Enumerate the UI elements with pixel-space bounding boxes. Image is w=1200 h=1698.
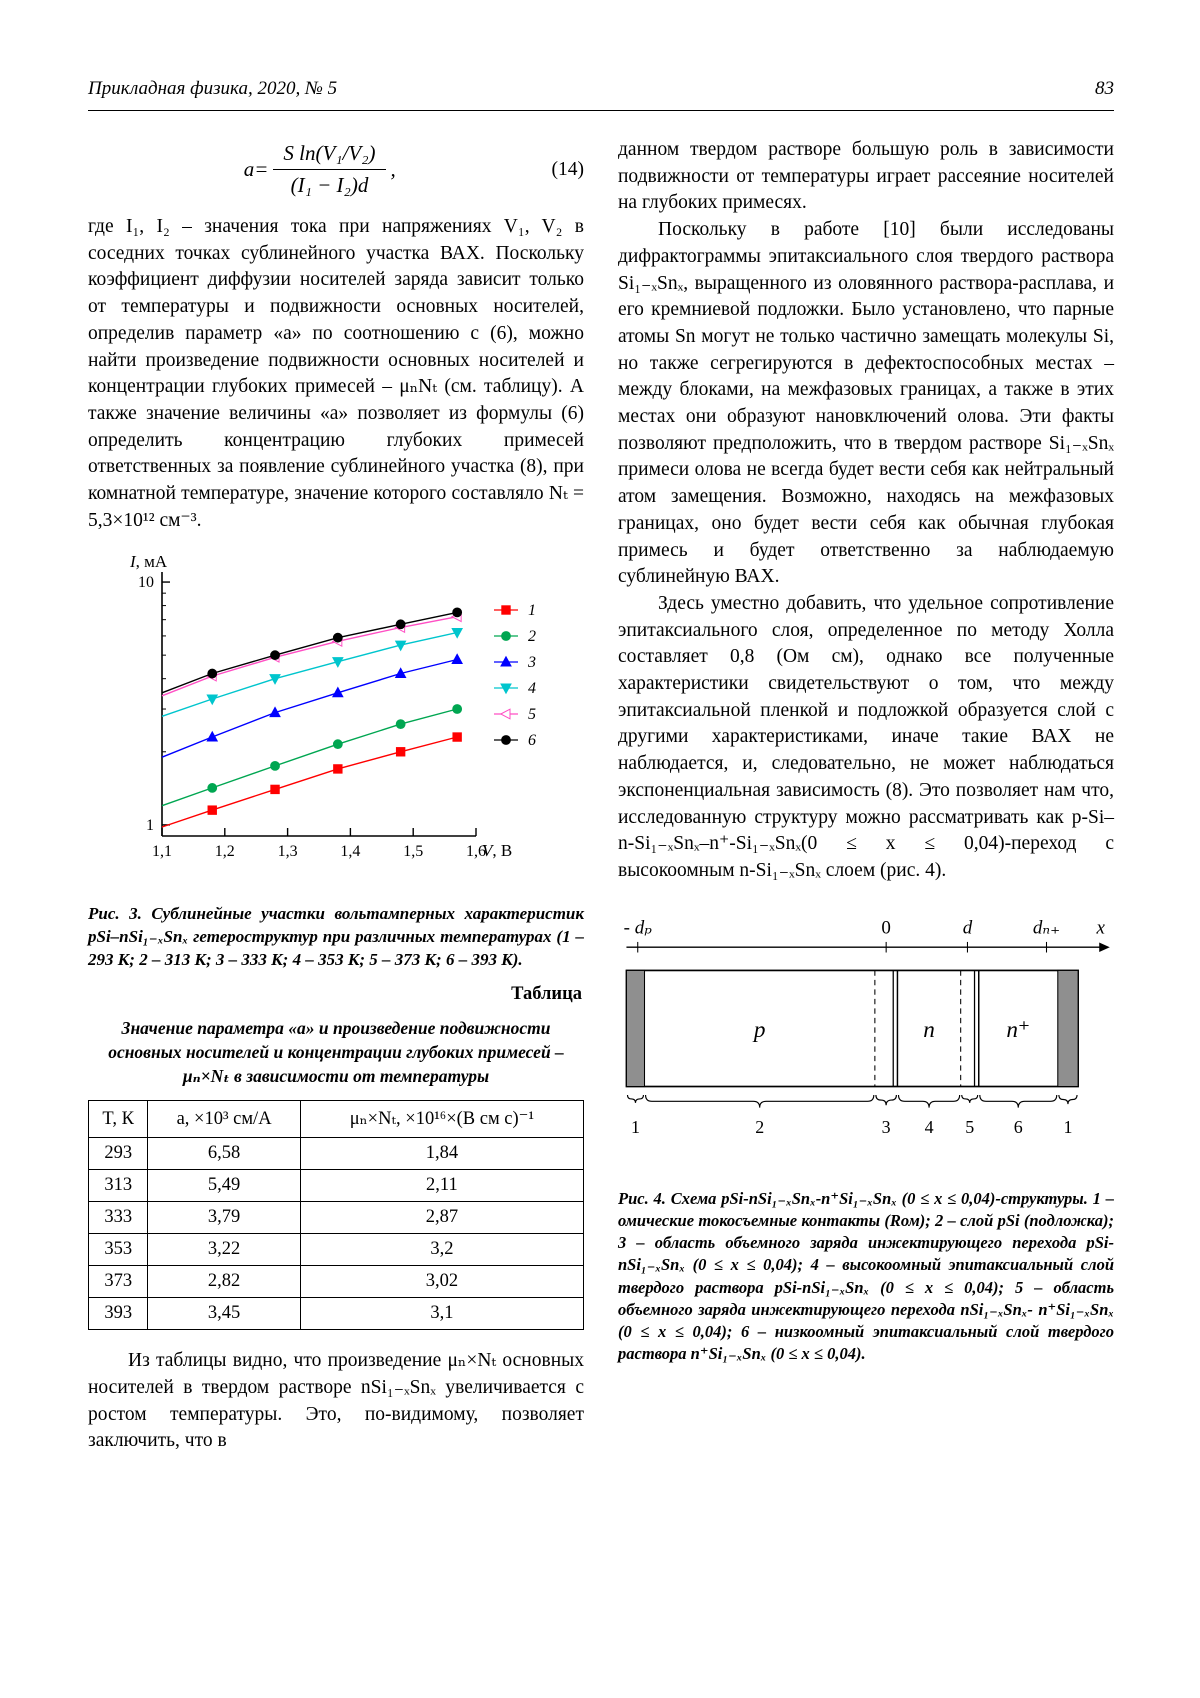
table-row: 333 3,79 2,87: [87, 1201, 585, 1235]
svg-text:I, мА: I, мА: [129, 554, 168, 571]
table-row: 313 5,49 2,11: [87, 1169, 585, 1203]
structure-diagram: - dₚ 0 d dₙ₊ x p n n⁺ 1 2 3 4 5 6 1: [624, 917, 1110, 1137]
svg-text:2: 2: [528, 628, 536, 645]
svg-text:3: 3: [527, 654, 536, 671]
figure-4-caption: Рис. 4. Схема pSi-nSi₁₋ₓSnₓ-n⁺Si₁₋ₓSnₓ (…: [618, 1188, 1114, 1364]
svg-text:6: 6: [1014, 1117, 1023, 1137]
equation-comma: ,: [390, 157, 396, 181]
chart-axes: 1 10 1,1 1,2 1,3 1,4 1,5 1,6 I, мА V, В: [129, 552, 512, 860]
table-row: 373 2,82 3,02: [87, 1265, 585, 1299]
table-cell: 2,87: [299, 1201, 585, 1235]
right-column: данном твердом растворе большую роль в з…: [618, 137, 1114, 1455]
table-body: 293 6,58 1,84 313 5,49 2,11 333 3,79 2,87 353 3,22…: [87, 1137, 585, 1331]
iv-curves-chart: 1 10 1,1 1,2 1,3 1,4 1,5 1,6 I, мА V, В 1 2 3 4 5 6: [129, 552, 536, 860]
paragraph-right-3: Здесь уместно добавить, что удельное соп…: [618, 592, 1114, 881]
table-header-cell: a, ×10³ см/А: [147, 1100, 301, 1139]
svg-text:2: 2: [755, 1117, 764, 1137]
svg-text:1,4: 1,4: [340, 843, 360, 860]
diagram-box: p n n⁺: [625, 969, 1079, 1088]
svg-text:4: 4: [528, 680, 536, 697]
table-header-cell: μₙ×Nₜ, ×10¹⁶×(В см с)⁻¹: [299, 1100, 585, 1139]
svg-text:dₙ₊: dₙ₊: [1033, 917, 1060, 938]
svg-text:x: x: [1095, 917, 1105, 938]
svg-text:5: 5: [965, 1117, 974, 1137]
svg-text:1,2: 1,2: [215, 843, 235, 860]
table-cell: 353: [87, 1233, 149, 1267]
two-column-layout: a = S ln(V₁/V₂) (I₁ − I₂)d , (14) где I₁…: [87, 137, 1114, 1455]
table-cell: 6,58: [147, 1137, 301, 1171]
svg-text:4: 4: [925, 1117, 934, 1137]
table-cell: 3,02: [299, 1265, 585, 1299]
svg-text:1,1: 1,1: [152, 843, 172, 860]
equation-body: a = S ln(V₁/V₂) (I₁ − I₂)d ,: [88, 141, 552, 198]
table-cell: 3,1: [299, 1297, 585, 1331]
table-header-cell: T, К: [87, 1100, 149, 1139]
equation-equals: =: [254, 157, 269, 181]
table-cell: 393: [87, 1297, 149, 1331]
svg-text:1: 1: [528, 602, 536, 619]
table-cell: 2,11: [299, 1169, 585, 1203]
figure-3: 1 10 1,1 1,2 1,3 1,4 1,5 1,6 I, мА V, В 1 2 3 4 5 6 Рис…: [88, 552, 584, 972]
diagram-region-numbers: 1 2 3 4 5 6 1: [626, 1094, 1078, 1137]
svg-text:1: 1: [631, 1117, 640, 1137]
paragraph-right-1: данном твердом растворе большую роль в з…: [618, 139, 1114, 214]
table-cell: 1,84: [299, 1137, 585, 1171]
paragraph-left-1: где I₁, I₂ – значения тока при напряжени…: [88, 216, 584, 531]
paragraph-left-2: Из таблицы видно, что произведение μₙ×Nₜ…: [88, 1350, 584, 1452]
table-row: 393 3,45 3,1: [87, 1297, 585, 1331]
svg-text:1: 1: [146, 817, 154, 834]
table-row: 293 6,58 1,84: [87, 1137, 585, 1171]
svg-text:1,5: 1,5: [403, 843, 423, 860]
svg-text:1: 1: [1063, 1117, 1072, 1137]
figure-3-caption: Рис. 3. Сублинейные участки вольтамперны…: [88, 904, 584, 970]
table-cell: 3,22: [147, 1233, 301, 1267]
table-cell: 313: [87, 1169, 149, 1203]
svg-text:n: n: [923, 1017, 935, 1043]
table-cell: 2,82: [147, 1265, 301, 1299]
table-cell: 3,45: [147, 1297, 301, 1331]
svg-text:1,6: 1,6: [466, 843, 486, 860]
journal-title: Прикладная физика, 2020, № 5: [88, 78, 338, 99]
table-cell: 373: [87, 1265, 149, 1299]
equation-denominator: (I₁ − I₂)d: [290, 173, 369, 197]
svg-text:p: p: [752, 1017, 766, 1043]
equation-fraction: S ln(V₁/V₂) (I₁ − I₂)d: [273, 141, 386, 198]
svg-text:n⁺: n⁺: [1006, 1017, 1030, 1043]
table-row: 353 3,22 3,2: [87, 1233, 585, 1267]
svg-text:0: 0: [881, 917, 890, 938]
svg-text:5: 5: [528, 706, 536, 723]
table-label: Таблица: [511, 984, 582, 1005]
equation-lhs: a: [243, 157, 255, 181]
svg-text:3: 3: [882, 1117, 891, 1137]
chart-legend: 1 2 3 4 5 6: [494, 602, 536, 749]
paragraph-right-2: Поскольку в работе [10] были исследованы…: [618, 219, 1114, 588]
svg-text:d: d: [963, 917, 973, 938]
chart-series: [161, 607, 464, 829]
svg-text:1,3: 1,3: [278, 843, 298, 860]
svg-text:V, В: V, В: [482, 841, 512, 860]
table-cell: 333: [87, 1201, 149, 1235]
equation-numerator: S ln(V₁/V₂): [273, 141, 386, 170]
table-caption: Значение параметра «а» и произведение по…: [108, 1018, 564, 1086]
diagram-axis: - dₚ 0 d dₙ₊ x: [624, 917, 1110, 953]
left-column: a = S ln(V₁/V₂) (I₁ − I₂)d , (14) где I₁…: [87, 137, 585, 1455]
svg-text:10: 10: [138, 574, 154, 591]
table-cell: 293: [87, 1137, 149, 1171]
figure-4: - dₚ 0 d dₙ₊ x p n n⁺ 1 2 3 4 5 6 1 Рис. 4. Схема pSi-…: [618, 905, 1114, 1366]
svg-text:6: 6: [528, 732, 536, 749]
table-cell: 3,79: [147, 1201, 301, 1235]
equation-number: (14): [551, 158, 585, 180]
page-number: 83: [1095, 78, 1114, 99]
equation-14: a = S ln(V₁/V₂) (I₁ − I₂)d , (14): [88, 141, 584, 198]
svg-text:- dₚ: - dₚ: [624, 917, 653, 938]
table-cell: 5,49: [147, 1169, 301, 1203]
table-cell: 3,2: [299, 1233, 585, 1267]
page-header: Прикладная физика, 2020, № 5 83: [88, 78, 1114, 111]
